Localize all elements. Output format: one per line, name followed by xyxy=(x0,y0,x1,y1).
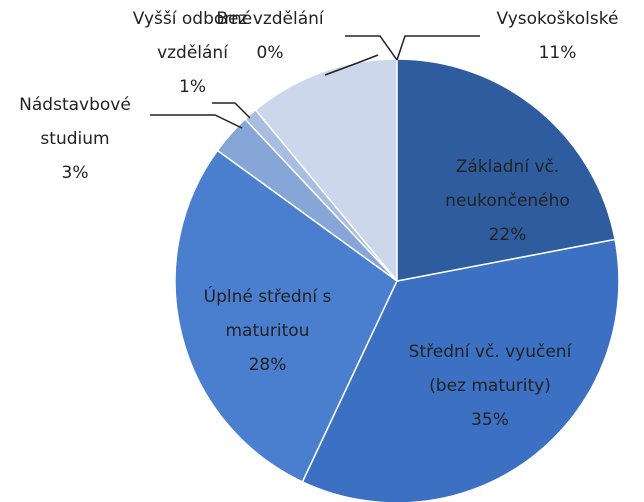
slice-name: Střední vč. vyučení (bez maturity) xyxy=(408,342,572,396)
leader-line xyxy=(324,54,379,76)
pie-slice xyxy=(254,58,398,284)
leader-line xyxy=(150,114,243,129)
slice-label: Nádstavbové studium 3% xyxy=(0,88,150,190)
slice-name: Vyšší odborné vzdělání xyxy=(132,9,253,63)
slice-value: 22% xyxy=(488,225,527,245)
pie-slice xyxy=(174,149,398,483)
slice-value: 3% xyxy=(61,163,89,183)
slice-value: 11% xyxy=(538,43,577,63)
slice-name: Bez vzdělání xyxy=(216,9,324,29)
slice-label: Vyšší odborné vzdělání 1% xyxy=(110,2,275,104)
slice-value: 35% xyxy=(471,410,509,430)
leader-line xyxy=(212,102,251,119)
pie-slice xyxy=(301,238,620,502)
slice-label: Úplné střední s maturitou 28% xyxy=(175,280,360,382)
slice-value: 0% xyxy=(256,43,284,63)
slice-name: Úplné střední s maturitou xyxy=(203,287,332,341)
slice-name: Nádstavbové studium xyxy=(19,95,131,149)
pie-slice xyxy=(396,58,616,282)
slice-value: 1% xyxy=(179,77,206,97)
slice-label: Vysokoškolské 11% xyxy=(470,2,644,70)
slice-label: Bez vzdělání 0% xyxy=(200,2,340,70)
leader-line xyxy=(345,35,398,61)
leader-lines xyxy=(150,35,480,129)
leader-line xyxy=(396,35,480,61)
slice-label: Základní vč. neukončeného 22% xyxy=(420,150,595,252)
slice-name: Vysokoškolské xyxy=(496,9,619,29)
slice-name: Základní vč. neukončeného xyxy=(445,157,570,211)
slice-value: 28% xyxy=(248,355,287,375)
slice-label: Střední vč. vyučení (bez maturity) 35% xyxy=(400,335,580,437)
